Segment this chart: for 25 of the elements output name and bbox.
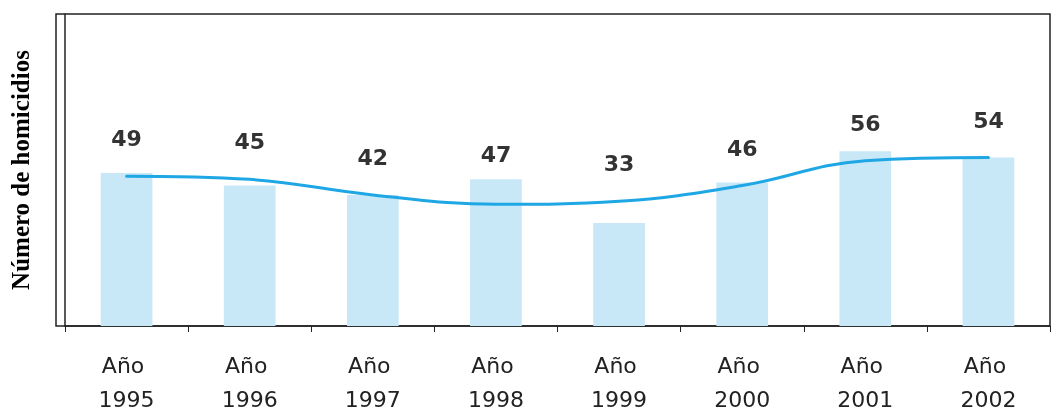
data-label: 46 (726, 135, 758, 161)
x-tick-label: Año 1998 (467, 352, 524, 412)
data-label: 42 (357, 144, 389, 170)
x-tick-label: Año 2002 (960, 352, 1017, 412)
bar (962, 157, 1015, 326)
bar (593, 223, 645, 326)
bar (346, 194, 399, 326)
data-label: 49 (111, 126, 142, 152)
x-tick-label: Año 2000 (714, 352, 771, 412)
bar (223, 185, 276, 326)
x-tick-label: Año 2001 (837, 352, 894, 412)
bar (470, 179, 522, 326)
x-tick-label: Año 1999 (591, 352, 648, 412)
data-label: 33 (603, 151, 635, 177)
data-label: 47 (480, 141, 512, 167)
data-label: 45 (234, 129, 265, 155)
x-tick-label: Año 1997 (344, 352, 401, 412)
data-label: 56 (850, 110, 881, 136)
bar (100, 173, 153, 326)
bar (716, 182, 769, 326)
y-axis-title: Número de homicidios (7, 49, 34, 290)
x-tick-label: Año 1996 (221, 352, 278, 412)
data-label: 54 (973, 107, 1004, 133)
x-tick-label: Año 1995 (98, 352, 155, 412)
bar (839, 151, 892, 326)
